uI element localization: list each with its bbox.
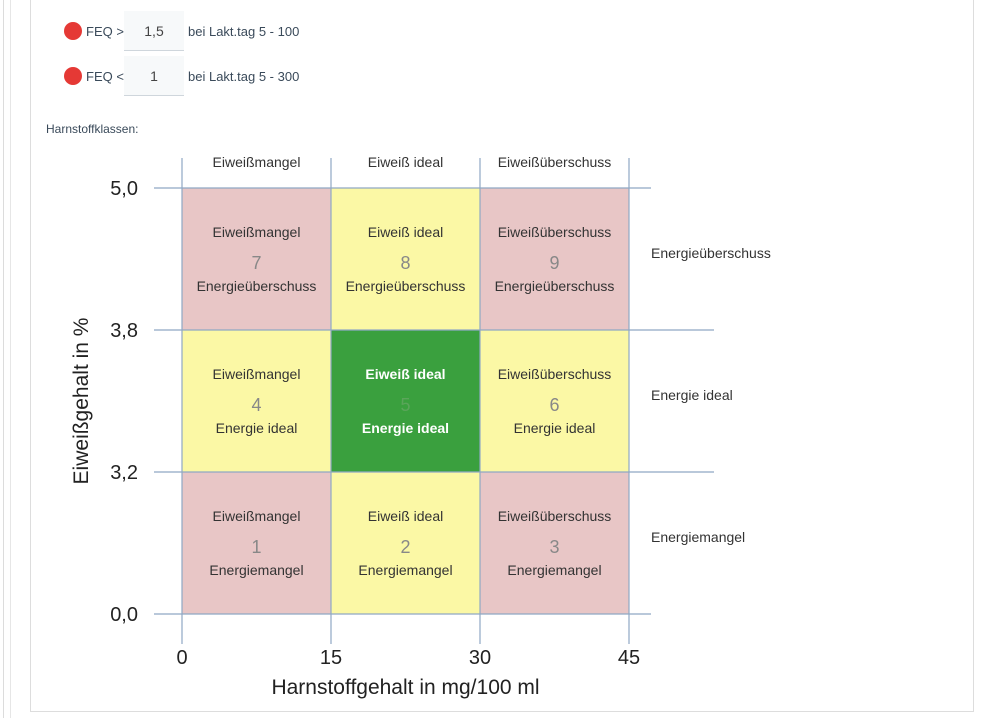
cell-bottom-label: Energiemangel (507, 562, 601, 578)
class-cell-2 (331, 472, 480, 614)
feq-label: FEQ < (86, 68, 124, 84)
cell-top-label: Eiweiß ideal (365, 366, 445, 382)
cell-bottom-label: Energieüberschuss (197, 278, 317, 294)
cell-top-label: Eiweiß ideal (368, 224, 443, 240)
column-header: Eiweißmangel (213, 154, 301, 170)
cell-bottom-label: Energie ideal (216, 420, 298, 436)
cell-number: 7 (251, 253, 261, 273)
class-cell-8 (331, 188, 480, 330)
cell-top-label: Eiweiß ideal (368, 508, 443, 524)
y-axis-title: Eiweißgehalt in % (70, 318, 93, 485)
class-cell-3 (480, 472, 629, 614)
left-border-inner (10, 0, 11, 718)
row-header: Energieüberschuss (651, 245, 771, 261)
cell-bottom-label: Energieüberschuss (495, 278, 615, 294)
class-cell-6 (480, 330, 629, 472)
row-header: Energie ideal (651, 387, 733, 403)
cell-number: 5 (400, 395, 410, 415)
class-cell-4 (182, 330, 331, 472)
class-cell-9 (480, 188, 629, 330)
red-status-dot-icon (64, 22, 82, 40)
cell-bottom-label: Energieüberschuss (346, 278, 466, 294)
x-tick-label: 30 (469, 647, 491, 669)
cell-bottom-label: Energie ideal (514, 420, 596, 436)
feq-lower-input[interactable] (124, 56, 184, 96)
red-status-dot-icon (64, 67, 82, 85)
cell-number: 6 (549, 395, 559, 415)
cell-number: 8 (400, 253, 410, 273)
row-header: Energiemangel (651, 529, 745, 545)
column-header: Eiweißüberschuss (498, 154, 612, 170)
cell-bottom-label: Energie ideal (362, 420, 449, 436)
cell-number: 3 (549, 537, 559, 557)
cell-number: 2 (400, 537, 410, 557)
y-tick-label: 0,0 (110, 604, 138, 626)
y-tick-label: 3,2 (110, 462, 138, 484)
cell-top-label: Eiweißüberschuss (498, 366, 612, 382)
y-tick-label: 3,8 (110, 320, 138, 342)
cell-top-label: Eiweißüberschuss (498, 224, 612, 240)
feq-suffix: bei Lakt.tag 5 - 300 (188, 68, 300, 84)
class-cell-7 (182, 188, 331, 330)
feq-label: FEQ > (86, 23, 124, 39)
left-border (3, 0, 4, 718)
column-header: Eiweiß ideal (368, 154, 443, 170)
feq-rule-lower: FEQ < bei Lakt.tag 5 - 300 (64, 56, 299, 96)
cell-bottom-label: Energiemangel (358, 562, 452, 578)
cell-top-label: Eiweißüberschuss (498, 508, 612, 524)
cell-number: 9 (549, 253, 559, 273)
class-cell-1 (182, 472, 331, 614)
harnstoff-class-chart: Eiweißmangel Eiweiß ideal Eiweißüberschuss… (70, 154, 771, 699)
class-cell-5 (331, 330, 480, 472)
x-tick-label: 15 (320, 647, 342, 669)
section-label: Harnstoffklassen: (46, 122, 139, 136)
cell-number: 4 (251, 395, 261, 415)
cell-bottom-label: Energiemangel (209, 562, 303, 578)
x-tick-label: 0 (176, 647, 187, 669)
cell-top-label: Eiweißmangel (213, 508, 301, 524)
x-axis-title: Harnstoffgehalt in mg/100 ml (271, 676, 539, 699)
feq-suffix: bei Lakt.tag 5 - 100 (188, 23, 300, 39)
cell-top-label: Eiweißmangel (213, 366, 301, 382)
feq-rule-upper: FEQ > bei Lakt.tag 5 - 100 (64, 11, 299, 51)
feq-upper-input[interactable] (124, 11, 184, 51)
x-tick-label: 45 (618, 647, 640, 669)
cell-top-label: Eiweißmangel (213, 224, 301, 240)
cell-number: 1 (251, 537, 261, 557)
y-tick-label: 5,0 (110, 178, 138, 200)
